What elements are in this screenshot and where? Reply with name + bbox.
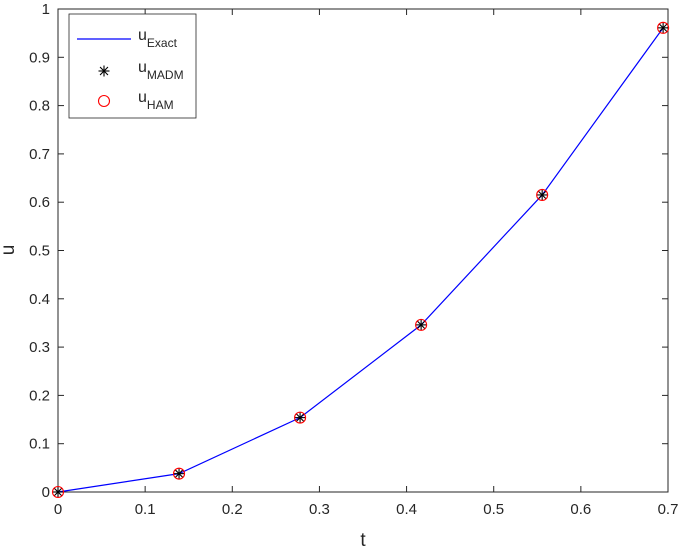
x-axis-ticks: 0 0.1 0.2 0.3 0.4 0.5 0.6 0.7 (54, 9, 679, 518)
series-point-madm (536, 189, 548, 201)
series-point-madm (173, 468, 185, 480)
series-line-exact (57, 27, 664, 493)
series-point-ham (415, 318, 428, 331)
series-point-ham (51, 485, 65, 499)
series-point-madm (294, 412, 306, 424)
legend-entry-label: uHAM (138, 89, 174, 112)
series-point-madm (415, 319, 427, 331)
y-tick-label: 0.4 (29, 291, 50, 308)
x-tick-label: 0.3 (309, 501, 330, 518)
y-tick-label: 0.3 (29, 339, 50, 356)
legend-swatch-asterisk (98, 65, 110, 77)
series-point-madm (52, 486, 64, 498)
x-tick-label: 0.7 (658, 501, 679, 518)
legend-entry-label: uMADM (138, 59, 184, 82)
y-tick-label: 0.5 (29, 243, 50, 260)
y-tick-label: 0.6 (29, 194, 50, 211)
legend-entry-label: uExact (138, 27, 178, 50)
series-point-ham (536, 188, 549, 202)
y-tick-label: 1 (42, 1, 50, 18)
y-tick-label: 0.1 (29, 436, 50, 453)
series-point-ham (294, 411, 307, 424)
x-axis-title: t (360, 530, 366, 547)
x-tick-label: 0.2 (222, 501, 243, 518)
x-tick-label: 0.5 (483, 501, 504, 518)
series-point-madm (657, 22, 669, 34)
x-tick-label: 0.4 (396, 501, 417, 518)
y-tick-label: 0.9 (29, 49, 50, 66)
series-point-ham (657, 21, 670, 34)
series-point-ham (172, 467, 186, 480)
legend: uExact uMADM uHAM (68, 13, 197, 119)
series-layer (51, 21, 670, 499)
y-axis-title: u (0, 245, 19, 256)
y-tick-label: 0.8 (29, 98, 50, 115)
y-tick-label: 0 (42, 484, 50, 501)
y-tick-label: 0.2 (29, 387, 50, 404)
legend-box (68, 13, 197, 119)
y-tick-label: 0.7 (29, 146, 50, 163)
x-tick-label: 0 (54, 501, 62, 518)
y-axis-ticks: 0 0.1 0.2 0.3 0.4 0.5 0.6 0.7 0.8 0.9 1 (29, 1, 668, 501)
x-tick-label: 0.6 (570, 501, 591, 518)
legend-swatch-circle (97, 94, 111, 108)
x-tick-label: 0.1 (135, 501, 156, 518)
